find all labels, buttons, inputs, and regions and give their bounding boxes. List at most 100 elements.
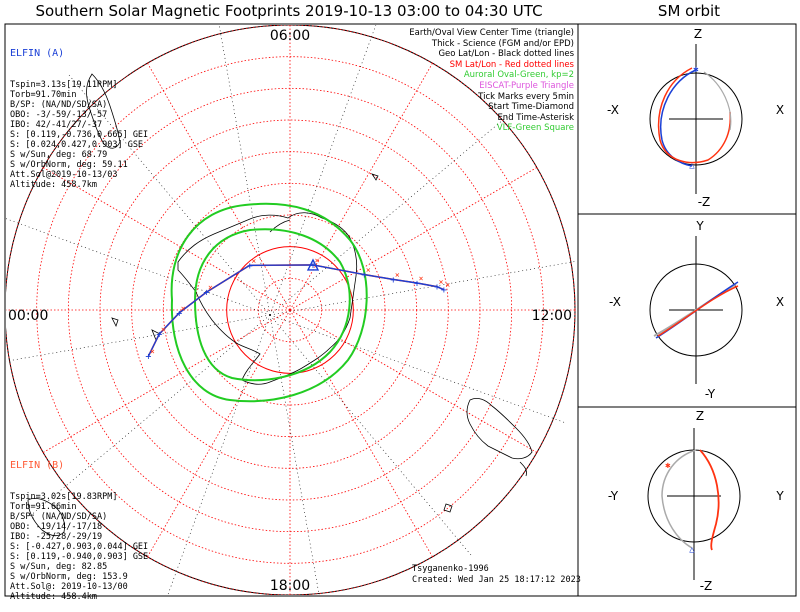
auroral-oval <box>170 202 368 403</box>
footprint-b-point: × <box>150 347 155 356</box>
polar-map: +++++ ++ + + + +××××× ××× × × × <box>6 25 577 595</box>
end-asterisk-a: ✱ <box>693 65 699 75</box>
sm1-left-label: -X <box>607 103 619 117</box>
footprint-b-point: × <box>208 283 213 292</box>
sm2-up-label: Y <box>695 219 704 233</box>
geo-meridian <box>29 314 271 517</box>
footprint-a-point: + <box>203 288 209 299</box>
auroral-oval-outer <box>170 202 368 403</box>
orbit-gray-xz <box>703 71 732 131</box>
elfin-b-name: ELFIN (B) <box>10 460 65 471</box>
legend-entry: Start Time-Diamond <box>488 102 574 113</box>
elfin-b-info: ELFIN (B) Tspin=3.02s[19.83RPM] Torb=91.6… <box>10 440 148 612</box>
footprint-b-point: × <box>181 304 186 313</box>
footprint-a-point: + <box>390 275 396 286</box>
legend: Earth/Oval View Center Time (triangle) Th… <box>409 28 574 134</box>
footprint-b-point: × <box>366 266 371 275</box>
sm2-right-label: X <box>776 295 784 309</box>
footprint-a-point: + <box>176 308 182 319</box>
footprint-a-point: + <box>156 330 162 341</box>
info-line: IBO: -25/28/-29/19 <box>10 532 103 542</box>
sm1-down-label: -Z <box>698 195 711 209</box>
info-line: Att.Sol@2019-10-13/03 <box>10 170 118 180</box>
info-line: S: [0.119,-0.940,0.903] GSE <box>10 552 149 562</box>
center-triangle-a: △ <box>689 161 695 171</box>
info-line: Att.Sol@: 2019-10-13/00 <box>10 582 128 592</box>
footprint-tracks: +++++ ++ + + + +××××× ××× × × × <box>145 256 450 363</box>
geo-meridian <box>269 314 472 556</box>
mlt-label-left: 00:00 <box>8 308 48 324</box>
info-line: Torb=91.70min <box>10 90 77 100</box>
created-timestamp: Created: Wed Jan 25 18:17:12 2023 <box>412 575 581 585</box>
info-line: OBO: -3/-59/-13/-57 <box>10 110 108 120</box>
sm-panel-yz: ✱ △ Z -Z -Y Y <box>608 409 784 593</box>
sm3-up-label: Z <box>696 409 704 423</box>
sm-orbit-title: SM orbit <box>657 2 721 20</box>
footprint-b-point: × <box>251 256 256 265</box>
mlt-label-right: 12:00 <box>532 308 572 324</box>
footprint-a-point: + <box>414 279 420 290</box>
info-line: S w/OrbNorm, deg: 153.9 <box>10 572 128 582</box>
info-line: S w/OrbNorm, deg: 59.11 <box>10 160 128 170</box>
legend-entry: Earth/Oval View Center Time (triangle) <box>409 28 574 38</box>
sm3-down-label: -Z <box>700 579 713 593</box>
geo-meridian <box>6 314 271 362</box>
footprint-b-point: × <box>439 278 444 287</box>
footprint-a-point: + <box>361 270 367 281</box>
elfin-a-info: ELFIN (A) Tspin=3.13s[19.11RPM] Torb=91.7… <box>10 28 148 200</box>
orbit-b-xy <box>657 285 739 337</box>
footprint-a-line <box>147 264 445 357</box>
tasmania-coast <box>519 461 527 477</box>
model-credit: Tsyganenko-1996 <box>412 564 489 574</box>
island-3 <box>111 317 119 328</box>
geo-latlon-grid <box>6 25 577 595</box>
geo-meridian <box>269 260 577 316</box>
footprint-a-point: + <box>145 351 151 362</box>
info-line: S: [-0.427,0.903,0.044] GEI <box>10 542 149 552</box>
geo-meridian <box>269 25 377 316</box>
legend-entry: SM Lat/Lon - Red dotted lines <box>449 59 574 70</box>
legend-entry: Thick - Science (FGM and/or EPD) <box>431 38 574 49</box>
mlt-label-bottom: 18:00 <box>270 578 310 594</box>
info-line: Torb=91.66min <box>10 502 77 512</box>
australia-coast <box>466 398 533 460</box>
coastlines <box>27 73 533 536</box>
chart-title: Southern Solar Magnetic Footprints 2019-… <box>35 2 543 20</box>
orbit-b-yz <box>699 449 720 551</box>
orbit-b-xz <box>657 67 732 164</box>
sm-panel-xz: ✱ △ Z -Z -X X <box>607 27 784 209</box>
info-line: OBO: -19/14/-17/18 <box>10 522 103 532</box>
legend-entry: Tick Marks every 5min <box>478 91 574 102</box>
info-line: B/SP: (NA/ND/SD/SA) <box>10 100 108 110</box>
footprint-b-point: × <box>315 256 320 265</box>
elfin-a-parameters: Tspin=3.13s[19.11RPM] Torb=91.70min B/SP: … <box>10 80 148 190</box>
legend-entry: Geo Lat/Lon - Black dotted lines <box>438 49 574 60</box>
footprint-b-point: × <box>419 274 424 283</box>
info-line: S: [0.119,-0.736,0.665] GEI <box>10 130 149 140</box>
sm1-right-label: X <box>776 103 784 117</box>
ice-shelf-coast <box>269 219 291 233</box>
footprint-b-point: × <box>395 270 400 279</box>
info-line: IBO: 42/-41/27/-37 <box>10 120 103 130</box>
geo-meridian <box>218 25 271 316</box>
geo-meridian <box>6 218 271 316</box>
legend-entry: Auroral Oval-Green, kp=2 <box>463 70 574 81</box>
island-2 <box>443 503 453 513</box>
footprint-a-point: + <box>247 261 253 272</box>
info-line: Tspin=3.13s[19.11RPM] <box>10 80 118 90</box>
info-line: B/SP: (NA/ND/SD/SA) <box>10 512 108 522</box>
center-time-triangle <box>306 258 320 271</box>
footprint-a-point: + <box>434 282 440 293</box>
antarctica-coast <box>177 212 358 385</box>
orbit-gray-yz <box>661 449 697 549</box>
auroral-oval-inner <box>193 228 351 382</box>
center-triangle-yz: △ <box>689 545 695 555</box>
mlt-label-top: 06:00 <box>270 28 310 44</box>
geo-meridian <box>269 113 511 316</box>
end-asterisk-b: ✱ <box>665 461 671 471</box>
footprint-b-point: × <box>161 325 166 334</box>
geo-meridian <box>269 314 565 423</box>
africa-coast <box>27 498 65 536</box>
info-line: Altitude: 458.4km <box>10 592 97 602</box>
